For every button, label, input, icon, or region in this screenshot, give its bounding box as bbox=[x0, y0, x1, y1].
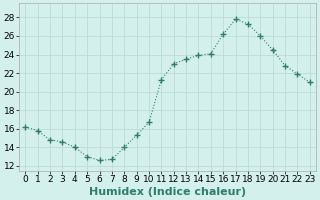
X-axis label: Humidex (Indice chaleur): Humidex (Indice chaleur) bbox=[89, 187, 246, 197]
